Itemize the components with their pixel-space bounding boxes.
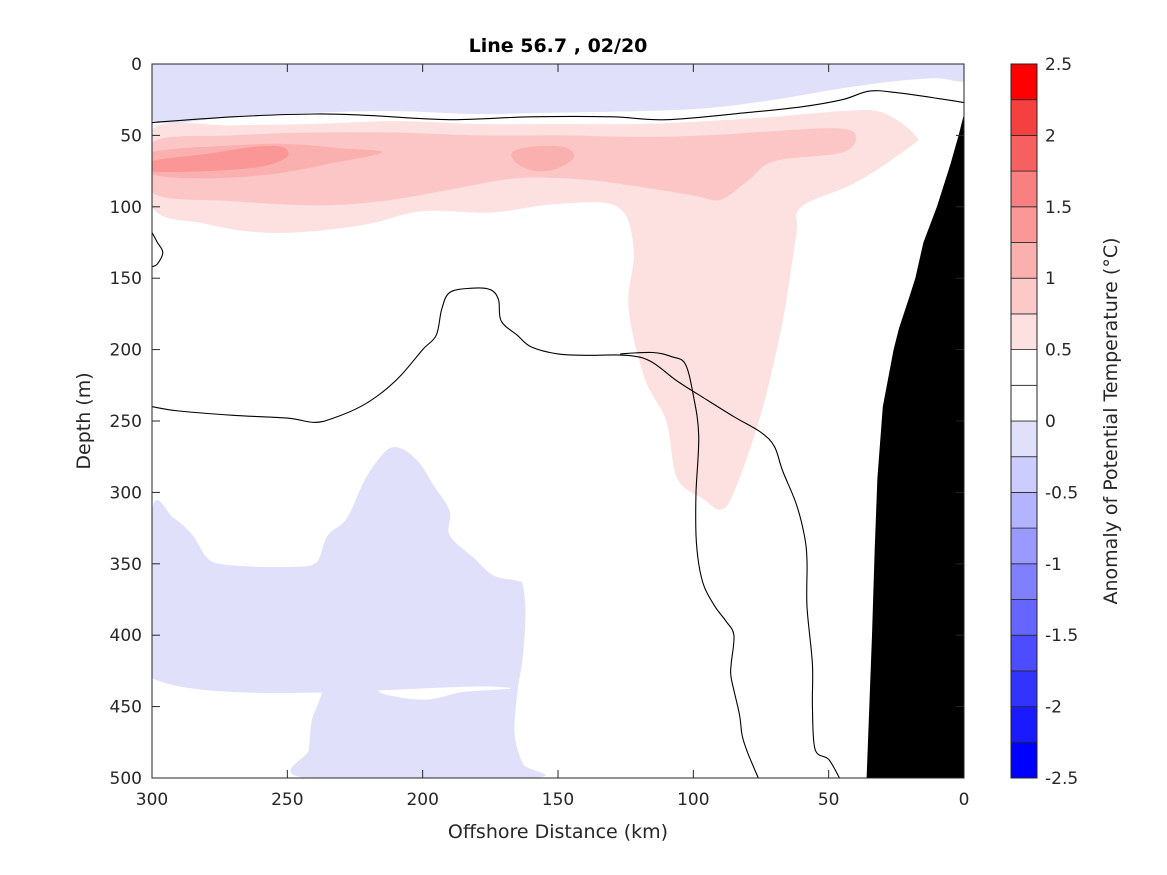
colorbar bbox=[1010, 63, 1038, 779]
y-tick-label: 0 bbox=[131, 55, 142, 75]
x-tick-label: 200 bbox=[406, 790, 438, 810]
plot-area bbox=[151, 63, 965, 779]
colorbar-frame bbox=[1010, 63, 1038, 779]
x-axis-label: Offshore Distance (km) bbox=[448, 821, 668, 843]
colorbar-tick-label: 0.5 bbox=[1045, 341, 1072, 361]
colorbar-tick-label: 1.5 bbox=[1045, 198, 1072, 218]
seafloor-mask bbox=[866, 114, 964, 778]
y-tick-label: 250 bbox=[110, 412, 142, 432]
colorbar-tick-label: -2 bbox=[1045, 698, 1062, 718]
zero-contour-line bbox=[152, 90, 964, 124]
zero-contour-line bbox=[620, 351, 759, 778]
colorbar-bin bbox=[1010, 242, 1038, 279]
x-tick-label: 100 bbox=[677, 790, 709, 810]
colorbar-bin bbox=[1010, 277, 1038, 315]
colorbar-bin bbox=[1010, 134, 1038, 172]
zero-contour-line bbox=[152, 232, 164, 268]
colorbar-bin bbox=[1010, 527, 1038, 565]
colorbar-bin bbox=[1010, 634, 1038, 672]
y-tick-label: 350 bbox=[110, 555, 142, 575]
x-tick-label: 0 bbox=[959, 790, 970, 810]
colorbar-tick-label: -0.5 bbox=[1045, 483, 1078, 503]
colorbar-bin bbox=[1010, 63, 1038, 101]
colorbar-tick-label: 0 bbox=[1045, 412, 1056, 432]
colorbar-bin bbox=[1010, 170, 1038, 208]
colorbar-bin bbox=[1010, 706, 1038, 743]
colorbar-tick-label: 2.5 bbox=[1045, 55, 1072, 75]
x-tick-label: 250 bbox=[271, 790, 303, 810]
colorbar-bin bbox=[1010, 349, 1038, 386]
y-tick-label: 100 bbox=[110, 198, 142, 218]
colorbar-bin bbox=[1010, 563, 1038, 600]
colorbar-bin bbox=[1010, 206, 1038, 243]
colorbar-tick-label: -1 bbox=[1045, 555, 1062, 575]
colorbar-bin bbox=[1010, 384, 1038, 422]
contour-fill-0p25 bbox=[152, 110, 919, 510]
colorbar-tick-label: 2 bbox=[1045, 126, 1056, 146]
colorbar-bin bbox=[1010, 313, 1038, 350]
contour-fill-1 bbox=[152, 145, 289, 173]
colorbar-bin bbox=[1010, 456, 1038, 493]
colorbar-bin bbox=[1010, 420, 1038, 458]
contour-fill-neg0p25 bbox=[152, 64, 964, 124]
colorbar-bin bbox=[1010, 599, 1038, 636]
x-tick-label: 150 bbox=[542, 790, 574, 810]
contour-fills bbox=[152, 64, 964, 778]
y-tick-label: 50 bbox=[120, 126, 142, 146]
plot-frame bbox=[151, 63, 965, 779]
colorbar-bin bbox=[1010, 99, 1038, 136]
colorbar-tick-label: 1 bbox=[1045, 269, 1056, 289]
colorbar-tick-label: -2.5 bbox=[1045, 769, 1078, 789]
x-tick-label: 50 bbox=[818, 790, 840, 810]
y-tick-label: 450 bbox=[110, 698, 142, 718]
y-tick-label: 150 bbox=[110, 269, 142, 289]
y-tick-label: 200 bbox=[110, 341, 142, 361]
contour-fill-0p75 bbox=[511, 145, 575, 172]
zero-contour-line bbox=[152, 287, 840, 778]
y-tick-label: 500 bbox=[110, 769, 142, 789]
y-tick-label: 400 bbox=[110, 626, 142, 646]
colorbar-bin bbox=[1010, 741, 1038, 779]
colorbar-label: Anomaly of Potential Temperature (°C) bbox=[1100, 238, 1122, 605]
contour-fill-neg0p25 bbox=[152, 446, 546, 778]
y-axis-label: Depth (m) bbox=[73, 372, 95, 469]
chart-title: Line 56.7 , 02/20 bbox=[469, 35, 648, 57]
bathymetry bbox=[866, 114, 964, 778]
x-tick-label: 300 bbox=[136, 790, 168, 810]
colorbar-tick-labels: 2.5 2 1.5 1 0.5 0 -0.5 -1 -1.5 -2 -2.5 bbox=[1045, 55, 1078, 789]
colorbar-bin bbox=[1010, 491, 1038, 529]
x-tick-labels: 300 250 200 150 100 50 0 bbox=[136, 790, 970, 810]
y-tick-label: 300 bbox=[110, 483, 142, 503]
colorbar-bin bbox=[1010, 670, 1038, 708]
colorbar-tick-label: -1.5 bbox=[1045, 626, 1078, 646]
y-tick-labels: 0 50 100 150 200 250 300 350 400 450 500 bbox=[110, 55, 142, 789]
